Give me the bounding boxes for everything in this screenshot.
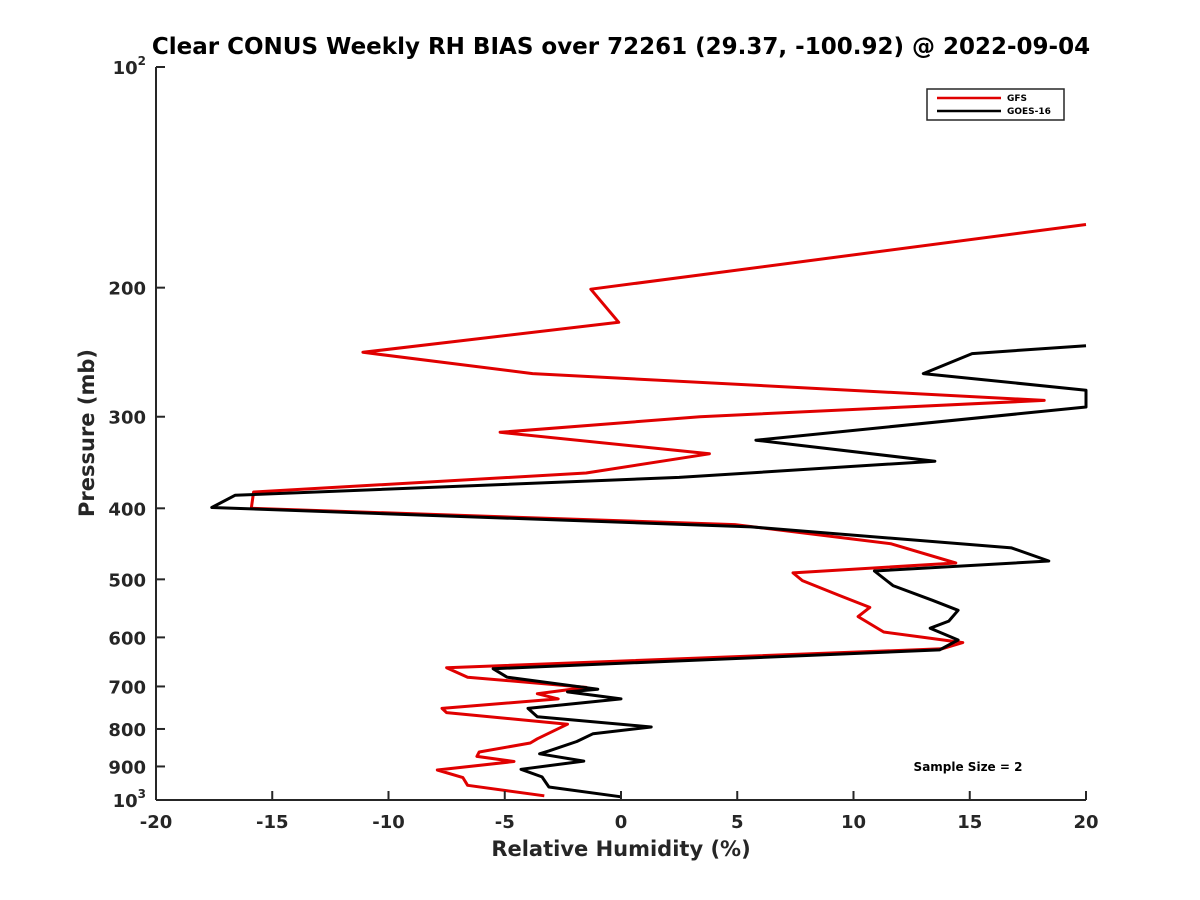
series-layer	[210, 223, 1088, 799]
y-tick-label: 800	[108, 720, 146, 741]
x-tick-label: -15	[256, 812, 289, 833]
legend: GFS GOES-16	[926, 88, 1065, 121]
sample-size-annotation: Sample Size = 2	[914, 760, 1023, 774]
x-tick-label: -10	[372, 812, 405, 833]
y-tick-label: 500	[108, 570, 146, 591]
x-tick-label: 15	[957, 812, 982, 833]
chart-title: Clear CONUS Weekly RH BIAS over 72261 (2…	[152, 34, 1090, 60]
x-tick-label: 5	[731, 812, 744, 833]
x-tick-label: 10	[841, 812, 866, 833]
plot-area	[156, 67, 1086, 800]
y-tick-label: 102	[113, 54, 146, 79]
y-tick-label: 103	[113, 787, 146, 812]
y-axis-ticks: 102 200 300 400 500 600 700 800 900 103	[108, 54, 165, 812]
legend-label-gfs: GFS	[1007, 94, 1027, 104]
y-tick-label: 600	[108, 628, 146, 649]
series-line-gfs	[249, 223, 1087, 798]
legend-label-goes16: GOES-16	[1007, 107, 1051, 117]
x-tick-label: 0	[615, 812, 628, 833]
y-tick-label: 700	[108, 677, 146, 698]
y-axis-label: Pressure (mb)	[75, 349, 99, 517]
y-tick-label: 300	[108, 408, 146, 429]
x-tick-label: -5	[495, 812, 515, 833]
legend-box	[926, 88, 1065, 121]
x-axis-ticks: -20 -15 -10 -5 0 5 10 15 20	[140, 791, 1099, 833]
x-axis-label: Relative Humidity (%)	[491, 837, 750, 861]
y-tick-label: 400	[108, 499, 146, 520]
y-tick-label: 900	[108, 757, 146, 778]
series-line-goes16	[210, 344, 1088, 799]
x-tick-label: -20	[140, 812, 173, 833]
y-tick-label: 200	[108, 279, 146, 300]
x-tick-label: 20	[1073, 812, 1098, 833]
